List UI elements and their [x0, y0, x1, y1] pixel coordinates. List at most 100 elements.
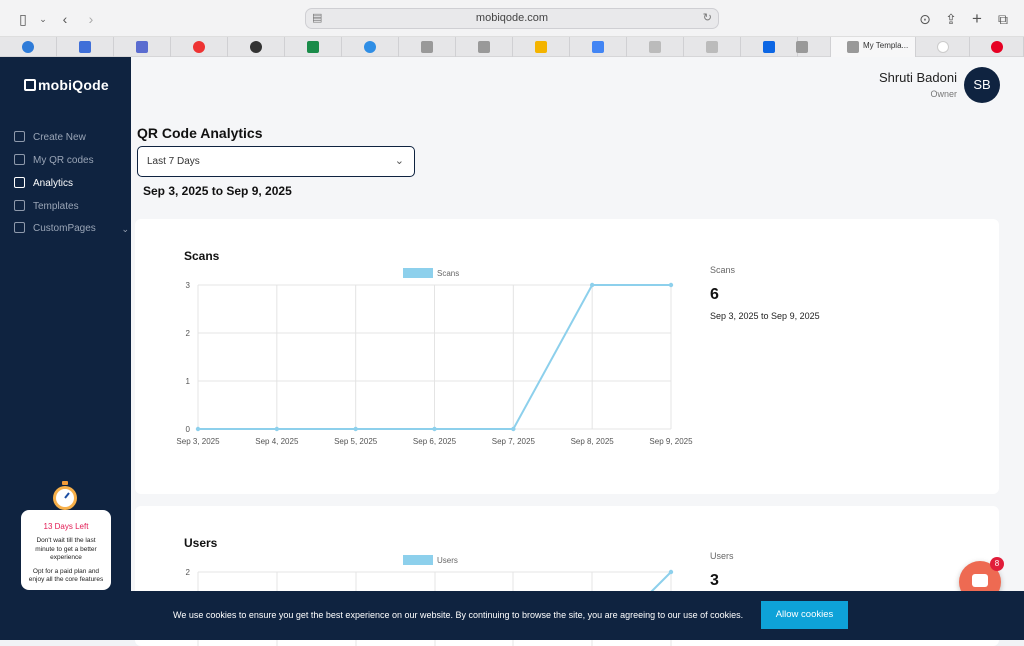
- sidebar-item-label: My QR codes: [33, 155, 94, 166]
- scans-data-point: [195, 426, 201, 432]
- stat-label: Scans: [710, 265, 736, 275]
- sidebar-item-label: Create New: [33, 132, 86, 143]
- template-icon: [14, 200, 25, 211]
- tab-favicon-icon: [649, 41, 661, 53]
- tab-favicon-icon: [250, 41, 262, 53]
- y-tick-label: 3: [186, 281, 191, 290]
- promo-text: Don't wait till the last minute to get a…: [35, 537, 97, 561]
- scans-data-point: [668, 282, 674, 288]
- url-text: mobiqode.com: [475, 12, 549, 24]
- chevron-down-icon[interactable]: ⌄: [39, 14, 47, 24]
- scans-data-point: [589, 282, 595, 288]
- allow-cookies-button[interactable]: Allow cookies: [761, 601, 848, 629]
- page-icon: ▤: [312, 12, 323, 24]
- browser-toolbar: ▯ ⌄ ‹ › ▤ mobiqode.com ↻ ⊙ ⇪ + ⧉: [0, 0, 1024, 37]
- tab[interactable]: [627, 37, 684, 57]
- scans-data-point: [274, 426, 280, 432]
- tab[interactable]: [285, 37, 342, 57]
- sidebar-item-my-qr-codes[interactable]: My QR codes: [14, 152, 131, 170]
- tab[interactable]: [916, 37, 970, 57]
- tab[interactable]: [456, 37, 513, 57]
- plus-icon: [14, 131, 25, 142]
- sidebar-item-custompages[interactable]: CustomPages ⌄: [14, 220, 131, 238]
- tab-favicon-icon: [763, 41, 775, 53]
- x-tick-label: Sep 5, 2025: [334, 437, 378, 446]
- tab-favicon-icon: [79, 41, 91, 53]
- download-icon[interactable]: ⊙: [919, 11, 931, 27]
- tab[interactable]: [570, 37, 627, 57]
- forward-icon[interactable]: ›: [88, 11, 94, 27]
- x-tick-label: Sep 9, 2025: [649, 437, 693, 446]
- legend-swatch: [403, 268, 433, 278]
- sidebar-item-label: Analytics: [33, 178, 74, 189]
- chart-icon: [14, 177, 25, 188]
- tab-favicon-icon: [22, 41, 34, 53]
- tab-label: My Templa...: [863, 41, 909, 50]
- tab-bar: My Templa...: [0, 37, 1024, 57]
- user-name: Shruti Badoni: [878, 70, 957, 85]
- pinterest-icon: [991, 41, 1003, 53]
- stat-label: Users: [710, 551, 734, 561]
- tab-favicon-icon: [136, 41, 148, 53]
- scans-card: Scans Scans 6 Sep 3, 2025 to Sep 9, 2025…: [135, 219, 999, 494]
- scans-data-point: [353, 426, 358, 432]
- tab-active[interactable]: My Templa...: [831, 37, 916, 57]
- chevron-down-icon[interactable]: ⌄: [121, 224, 129, 234]
- tab-favicon-icon: [592, 41, 604, 53]
- tab[interactable]: [0, 37, 57, 57]
- sidebar-item-create-new[interactable]: Create New: [14, 129, 131, 147]
- tab[interactable]: [513, 37, 570, 57]
- y-tick-label: 0: [186, 425, 191, 434]
- tab-favicon-icon: [796, 41, 808, 53]
- tab-overview-icon[interactable]: ⧉: [998, 11, 1008, 27]
- tab[interactable]: [399, 37, 456, 57]
- new-tab-icon[interactable]: +: [972, 9, 982, 28]
- tab[interactable]: [57, 37, 114, 57]
- date-range-select[interactable]: Last 7 Days ⌄: [137, 146, 415, 177]
- users-data-point: [668, 569, 674, 575]
- page-title: QR Code Analytics: [137, 125, 263, 141]
- avatar[interactable]: SB: [964, 67, 1000, 103]
- reload-icon[interactable]: ↻: [702, 12, 712, 24]
- back-icon[interactable]: ‹: [62, 11, 68, 27]
- sidebar-item-label: CustomPages: [33, 223, 96, 234]
- sidebar-item-analytics[interactable]: Analytics: [14, 175, 131, 193]
- scans-data-point: [432, 426, 437, 432]
- legend-swatch: [403, 555, 433, 565]
- logo[interactable]: mobiQode: [24, 77, 109, 93]
- tab-favicon-icon: [535, 41, 547, 53]
- main-content: Shruti Badoni Owner SB QR Code Analytics…: [131, 57, 1024, 646]
- stopwatch-icon: [53, 481, 77, 510]
- trial-promo-card[interactable]: 13 Days Left Don't wait till the last mi…: [21, 510, 111, 590]
- tab[interactable]: [228, 37, 285, 57]
- tab[interactable]: [741, 37, 798, 57]
- tab[interactable]: [684, 37, 741, 57]
- y-tick-label: 2: [186, 568, 191, 577]
- x-tick-label: Sep 8, 2025: [571, 437, 615, 446]
- tab-favicon-icon: [706, 41, 718, 53]
- tab-favicon-icon: [364, 41, 376, 53]
- logo-icon: [24, 79, 36, 91]
- promo-text: Opt for a paid plan and enjoy all the co…: [28, 567, 104, 584]
- sidebar-toggle-icon[interactable]: ▯: [19, 11, 27, 27]
- address-bar[interactable]: ▤ mobiqode.com ↻: [305, 8, 719, 29]
- share-icon[interactable]: ⇪: [945, 11, 957, 27]
- tab[interactable]: [796, 37, 831, 57]
- tab-favicon-icon: [847, 41, 859, 53]
- stat-value: 3: [710, 572, 719, 589]
- sidebar-item-templates[interactable]: Templates: [14, 198, 131, 216]
- legend-label: Scans: [437, 269, 459, 278]
- tab-favicon-icon: [193, 41, 205, 53]
- days-left: 13 Days Left: [43, 522, 89, 531]
- chat-bubble-icon: [972, 574, 988, 587]
- scans-data-point: [511, 426, 516, 432]
- logo-text: mobiQode: [38, 77, 109, 93]
- y-tick-label: 1: [186, 377, 191, 386]
- tab[interactable]: [114, 37, 171, 57]
- legend-label: Users: [437, 556, 458, 565]
- google-icon: [937, 41, 949, 53]
- tab[interactable]: [970, 37, 1024, 57]
- tab[interactable]: [342, 37, 399, 57]
- tab[interactable]: [171, 37, 228, 57]
- cookie-banner: We use cookies to ensure you get the bes…: [0, 591, 1024, 640]
